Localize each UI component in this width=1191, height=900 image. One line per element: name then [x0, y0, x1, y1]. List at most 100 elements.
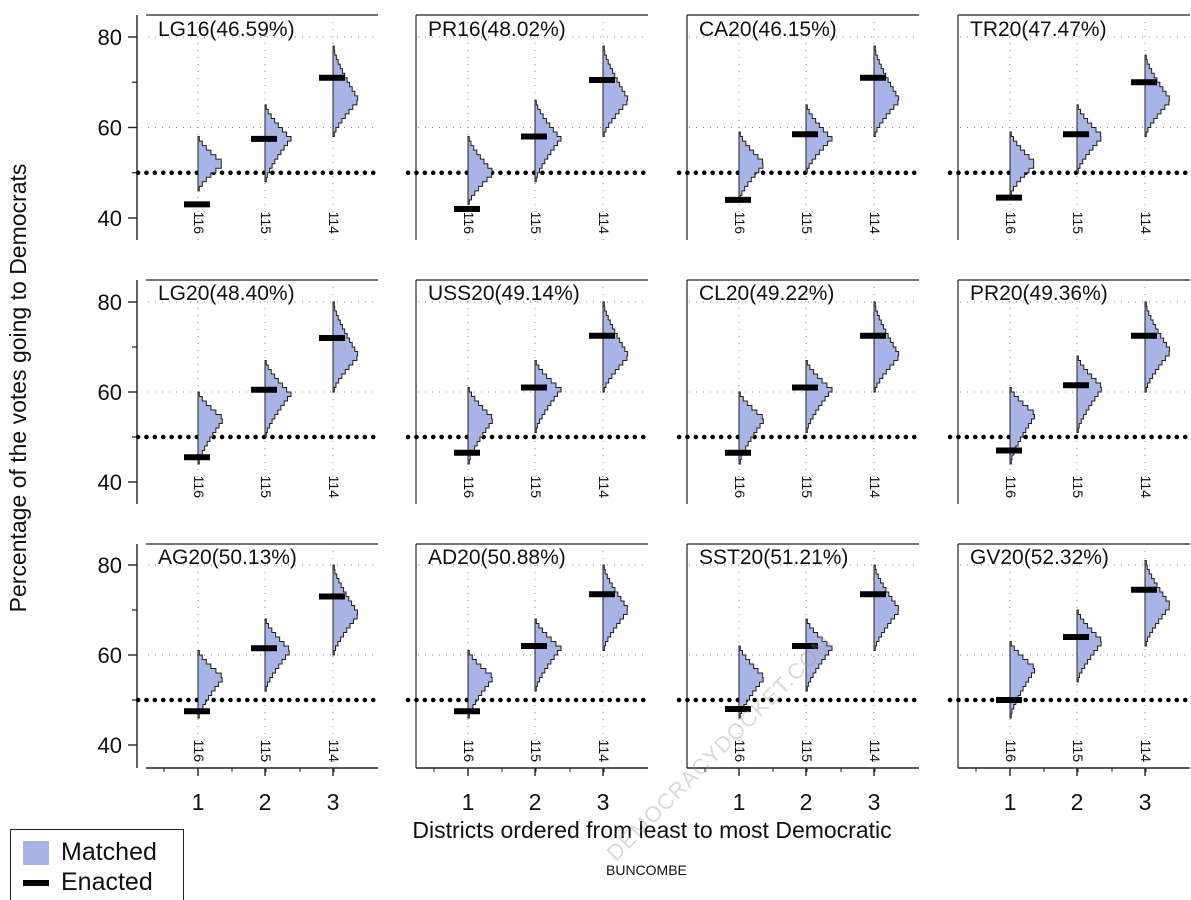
matched-histogram — [1009, 641, 1035, 719]
matched-histogram — [534, 99, 562, 183]
district-label: 114 — [326, 476, 342, 499]
panel-title: PR16(48.02%) — [428, 18, 566, 41]
legend-swatch-enacted — [23, 879, 49, 886]
matched-histogram — [264, 104, 292, 183]
legend-label-matched: Matched — [61, 838, 157, 866]
district-label: 116 — [732, 476, 748, 499]
district-label: 115 — [799, 212, 815, 235]
matched-histogram — [1076, 104, 1102, 174]
matched-histogram — [602, 564, 628, 651]
panel-title: AG20(50.13%) — [158, 546, 297, 569]
matched-histogram — [1144, 54, 1170, 138]
panel-title: LG20(48.40%) — [158, 282, 295, 305]
y-axis-label: Percentage of the votes going to Democra… — [5, 164, 31, 613]
matched-histogram — [1009, 131, 1035, 196]
x-tick-label: 3 — [1139, 789, 1152, 815]
district-label: 115 — [528, 476, 544, 499]
district-label: 114 — [596, 212, 612, 235]
panel-title: USS20(49.14%) — [428, 282, 580, 305]
panel-title: CA20(46.15%) — [699, 18, 837, 41]
district-label: 114 — [1138, 740, 1154, 763]
district-label: 115 — [1070, 212, 1086, 235]
district-label: 116 — [191, 476, 207, 499]
district-label: 114 — [867, 740, 883, 763]
matched-histogram — [873, 45, 900, 138]
y-tick-label: 40 — [98, 733, 122, 758]
x-tick-label: 1 — [1004, 789, 1017, 815]
district-label: 114 — [596, 476, 612, 499]
panel-title: GV20(52.32%) — [970, 546, 1109, 569]
x-tick-label: 2 — [1071, 789, 1084, 815]
district-label: 114 — [326, 740, 342, 763]
y-tick-label: 40 — [98, 206, 122, 231]
matched-histogram — [332, 564, 358, 656]
matched-histogram — [467, 650, 493, 719]
matched-histogram — [467, 136, 493, 205]
district-label: 116 — [191, 212, 207, 235]
district-label: 116 — [732, 740, 748, 763]
district-label: 116 — [1003, 476, 1019, 499]
matched-histogram — [264, 360, 292, 438]
legend: Matched Enacted — [10, 829, 184, 900]
district-label: 114 — [867, 212, 883, 235]
x-tick-label: 1 — [733, 789, 746, 815]
district-label: 116 — [1003, 740, 1019, 763]
district-label: 116 — [461, 212, 477, 235]
y-tick-label: 80 — [98, 290, 122, 315]
district-label: 116 — [732, 212, 748, 235]
matched-histogram — [332, 301, 359, 393]
panel-title: LG16(46.59%) — [158, 18, 295, 41]
x-tick-label: 1 — [462, 789, 475, 815]
matched-histogram — [1076, 355, 1102, 433]
matched-histogram — [534, 360, 562, 433]
legend-item-enacted: Enacted — [23, 868, 153, 897]
matched-histogram — [197, 391, 223, 465]
district-label: 116 — [461, 476, 477, 499]
matched-histogram — [873, 564, 899, 651]
matched-histogram — [805, 618, 833, 692]
district-label: 114 — [867, 476, 883, 499]
district-label: 114 — [326, 212, 342, 235]
x-tick-label: 2 — [529, 789, 542, 815]
district-label: 115 — [1070, 740, 1086, 763]
panel-title: PR20(49.36%) — [970, 282, 1108, 305]
panel-title: CL20(49.22%) — [699, 282, 834, 305]
district-label: 115 — [258, 476, 274, 499]
matched-histogram — [602, 45, 629, 138]
district-label: 115 — [799, 740, 815, 763]
matched-histogram — [873, 301, 900, 393]
x-tick-label: 2 — [259, 789, 272, 815]
y-tick-label: 60 — [98, 380, 122, 405]
matched-histogram — [1144, 301, 1170, 393]
matched-histogram — [805, 360, 833, 433]
y-tick-label: 80 — [98, 553, 122, 578]
district-label: 115 — [528, 740, 544, 763]
district-label: 116 — [461, 740, 477, 763]
x-tick-label: 3 — [327, 789, 340, 815]
x-tick-label: 3 — [597, 789, 610, 815]
matched-histogram — [1144, 560, 1170, 647]
y-tick-label: 80 — [98, 25, 122, 50]
y-tick-label: 40 — [98, 470, 122, 495]
x-axis-label: Districts ordered from least to most Dem… — [412, 817, 891, 843]
matched-histogram — [534, 618, 562, 692]
y-tick-label: 60 — [98, 116, 122, 141]
legend-label-enacted: Enacted — [61, 868, 153, 896]
x-tick-label: 1 — [192, 789, 205, 815]
panel-title: TR20(47.47%) — [970, 18, 1107, 41]
matched-histogram — [264, 618, 290, 692]
district-label: 116 — [1003, 212, 1019, 235]
district-label: 114 — [596, 740, 612, 763]
matched-histogram — [602, 301, 629, 393]
legend-swatch-matched — [23, 840, 49, 865]
district-label: 114 — [1138, 212, 1154, 235]
panel-title: SST20(51.21%) — [699, 546, 848, 569]
district-label: 115 — [258, 212, 274, 235]
y-tick-label: 60 — [98, 643, 122, 668]
district-label: 115 — [258, 740, 274, 763]
district-label: 115 — [1070, 476, 1086, 499]
district-label: 115 — [799, 476, 815, 499]
matched-histogram — [1076, 609, 1102, 683]
county-label: BUNCOMBE — [606, 862, 687, 878]
